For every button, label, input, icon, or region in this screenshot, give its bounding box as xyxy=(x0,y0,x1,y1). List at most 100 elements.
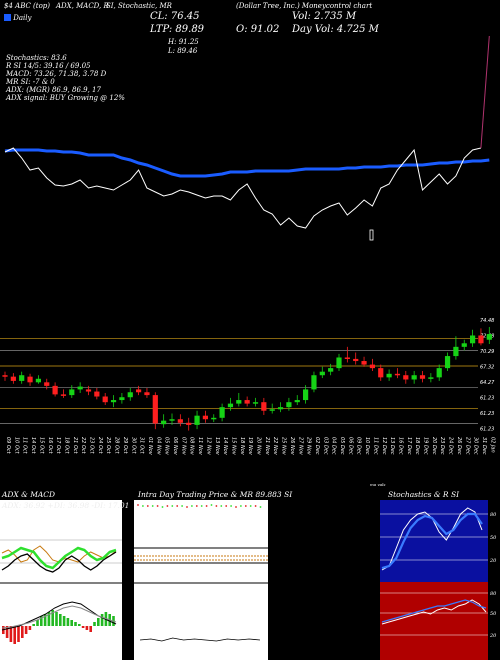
candle-body xyxy=(119,397,125,401)
date-label: 21 Oct xyxy=(72,437,78,455)
candle-body xyxy=(394,373,401,376)
high-value: H: 91.25 xyxy=(168,38,199,46)
rsi-signal-line xyxy=(381,599,487,623)
macd-histogram-bar xyxy=(70,620,73,626)
candle-body xyxy=(436,368,442,378)
date-label: 21 Nov xyxy=(264,437,270,456)
mini-note: ma vals xyxy=(370,482,386,487)
date-label: 07 Nov xyxy=(180,437,186,456)
macd-histogram-bar xyxy=(21,626,24,638)
candle-body xyxy=(186,422,192,425)
open-value: O: 91.02 xyxy=(236,24,280,35)
intraday-panel xyxy=(134,500,268,660)
candle-body xyxy=(419,375,426,379)
macd-histogram-bar xyxy=(100,614,104,626)
candle-body xyxy=(286,402,292,408)
macd-histogram-bar xyxy=(66,618,70,626)
intraday-price-dot xyxy=(137,504,139,506)
stoch-panel-bg xyxy=(380,500,488,582)
date-label: 16 Dec xyxy=(397,437,403,455)
candle-body xyxy=(177,419,183,423)
macd-histogram-bar xyxy=(17,626,20,642)
date-label: 12 Dec xyxy=(381,437,387,455)
macd-histogram-bar xyxy=(93,622,96,626)
candle-body xyxy=(194,415,200,425)
candle-body xyxy=(303,389,309,401)
candle-body xyxy=(428,377,434,379)
macd-histogram-bar xyxy=(74,622,77,626)
macd-histogram-bar xyxy=(85,626,89,630)
intraday-price-dot xyxy=(249,505,252,507)
candle-body xyxy=(361,361,367,365)
stoch-tick: 80 xyxy=(490,512,497,518)
stoch-tick: 20 xyxy=(490,633,497,639)
candle-body xyxy=(19,375,25,381)
price-tick-label: 61.23 xyxy=(480,396,494,402)
candle-body xyxy=(478,335,484,344)
date-label: 24 Dec xyxy=(448,437,454,455)
candle-body xyxy=(319,371,325,376)
macd-histogram-bar xyxy=(43,614,47,626)
price-spike-line xyxy=(480,35,490,149)
intraday-price-dot xyxy=(151,505,154,507)
stoch-panel-title: Stochastics & R SI xyxy=(388,490,460,499)
date-label: 05 Dec xyxy=(339,437,345,455)
candle-body xyxy=(470,335,476,344)
indicator-line: MR SI: -7 & 0 xyxy=(6,78,55,86)
intraday-panel-bg xyxy=(134,500,268,660)
date-label: 18 Nov xyxy=(239,437,245,456)
date-label: 10 Dec xyxy=(364,437,370,455)
candle-body xyxy=(486,334,492,340)
price-tick-label: 61.23 xyxy=(480,411,494,417)
macd-histogram-bar xyxy=(13,626,16,644)
daily-box[interactable]: Daily xyxy=(4,14,31,22)
stoch-tick: 20 xyxy=(490,558,497,564)
intraday-price-dot xyxy=(191,505,193,507)
macd-histogram-bar xyxy=(89,626,92,632)
intraday-price-dot xyxy=(181,505,184,507)
vol-value: Vol: 2.735 M xyxy=(292,11,357,22)
candle-body xyxy=(136,389,142,393)
date-label: 18 Oct xyxy=(63,437,69,455)
marker-box xyxy=(369,229,374,241)
intraday-mid-label: -7 xyxy=(256,630,263,638)
price-tick-label: 61.23 xyxy=(480,427,494,433)
candle-body xyxy=(277,407,284,410)
date-label: 23 Dec xyxy=(439,437,445,455)
candle-body xyxy=(411,375,417,380)
intraday-price-dot xyxy=(195,505,198,507)
intraday-price-dot xyxy=(240,505,242,507)
minus-di-line xyxy=(1,551,117,573)
candle-body xyxy=(444,356,451,369)
macd-histogram-bar xyxy=(51,610,54,626)
date-label: 11 Oct xyxy=(22,437,28,455)
date-label: 14 Nov xyxy=(222,437,228,456)
candle-body xyxy=(403,375,409,380)
date-label: 04 Nov xyxy=(155,437,161,456)
candle-body xyxy=(353,358,359,362)
macd-histogram-bar xyxy=(81,626,85,628)
indicator-line: Stochastics: 83.6 xyxy=(6,54,67,62)
candle-body xyxy=(461,343,467,347)
date-label: 25 Oct xyxy=(105,437,111,455)
date-label: 02 Dec xyxy=(314,437,320,455)
date-label: 30 Dec xyxy=(473,437,479,455)
macd-histogram-bar xyxy=(40,616,43,626)
candle-body xyxy=(269,409,275,411)
intraday-price-dot xyxy=(176,505,179,507)
intraday-price-dot xyxy=(235,506,237,508)
date-label: 05 Nov xyxy=(164,437,170,456)
candle-body xyxy=(144,392,150,396)
candle-body xyxy=(369,364,375,369)
date-label: 19 Dec xyxy=(423,437,429,455)
plus-di-line xyxy=(1,546,117,570)
candle-body xyxy=(35,378,41,383)
rsi-line xyxy=(381,599,487,625)
date-label: 13 Nov xyxy=(214,437,220,456)
adx-panel-title: ADX & MACD xyxy=(2,490,56,499)
candle-body xyxy=(10,376,16,381)
candle-body xyxy=(69,389,75,396)
candle-body xyxy=(453,346,459,357)
date-label: 22 Nov xyxy=(272,437,278,456)
